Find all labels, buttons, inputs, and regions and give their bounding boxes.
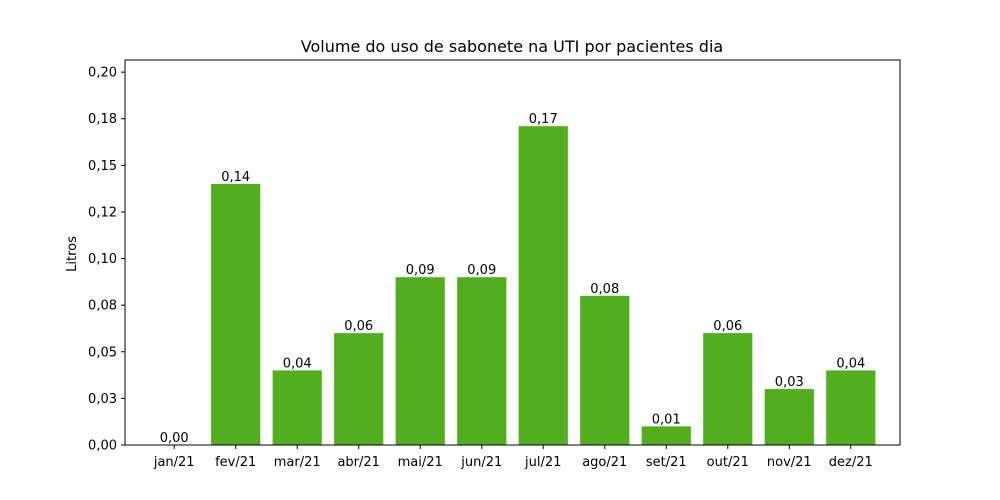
x-tick-label: set/21 xyxy=(646,455,687,470)
y-axis-label: Litros xyxy=(65,236,80,272)
x-tick-label: abr/21 xyxy=(337,455,380,470)
y-tick-label: 0,05 xyxy=(88,345,117,360)
y-tick-label: 0,00 xyxy=(88,439,117,454)
data-label: 0,06 xyxy=(713,319,742,334)
data-label: 0,17 xyxy=(529,112,558,127)
data-label: 0,14 xyxy=(221,170,250,185)
data-label: 0,04 xyxy=(836,356,865,371)
x-tick-label: out/21 xyxy=(707,455,749,470)
data-label: 0,09 xyxy=(406,263,435,278)
x-tick-label: ago/21 xyxy=(582,455,627,470)
y-tick-label: 0,18 xyxy=(88,112,117,127)
x-tick-label: mar/21 xyxy=(274,455,321,470)
bar xyxy=(518,126,568,446)
bar xyxy=(395,277,445,445)
y-tick-label: 0,08 xyxy=(88,299,117,314)
data-label: 0,03 xyxy=(775,375,804,390)
y-tick-label: 0,03 xyxy=(88,392,117,407)
bar xyxy=(211,183,261,446)
y-tick-label: 0,10 xyxy=(88,252,117,267)
data-labels: 0,00 0,14 0,04 0,06 0,09 0,09 0,17 0,08 0,01 0,06… xyxy=(160,112,866,446)
x-axis-ticks: jan/21 fev/21 mar/21 abr/21 mai/21 jun/21 jul/… xyxy=(153,445,873,470)
bar xyxy=(580,295,630,445)
x-tick-label: jun/21 xyxy=(460,455,502,470)
bar xyxy=(457,277,507,445)
bar xyxy=(334,333,384,445)
bar xyxy=(272,370,322,445)
data-label: 0,08 xyxy=(590,282,619,297)
y-tick-label: 0,12 xyxy=(88,205,117,220)
x-tick-label: nov/21 xyxy=(767,455,812,470)
data-label: 0,09 xyxy=(467,263,496,278)
y-axis-ticks: 0,00 0,03 0,05 0,08 0,10 0,12 0,15 0,18 0,20 xyxy=(88,66,125,454)
bar xyxy=(826,370,876,445)
x-tick-label: fev/21 xyxy=(215,455,256,470)
x-tick-label: jul/21 xyxy=(524,455,561,470)
y-tick-label: 0,20 xyxy=(88,66,117,81)
x-tick-label: mai/21 xyxy=(398,455,443,470)
bar xyxy=(641,426,691,445)
data-label: 0,06 xyxy=(344,319,373,334)
bars xyxy=(211,126,876,446)
y-tick-label: 0,15 xyxy=(88,159,117,174)
plot-frame xyxy=(124,59,901,446)
data-label: 0,00 xyxy=(160,431,189,446)
chart-title: Volume do uso de sabonete na UTI por pac… xyxy=(301,37,723,56)
data-label: 0,04 xyxy=(283,356,312,371)
x-tick-label: jan/21 xyxy=(153,455,195,470)
bar xyxy=(764,389,814,445)
x-tick-label: dez/21 xyxy=(829,455,873,470)
bar xyxy=(703,333,753,445)
data-label: 0,01 xyxy=(652,412,681,427)
